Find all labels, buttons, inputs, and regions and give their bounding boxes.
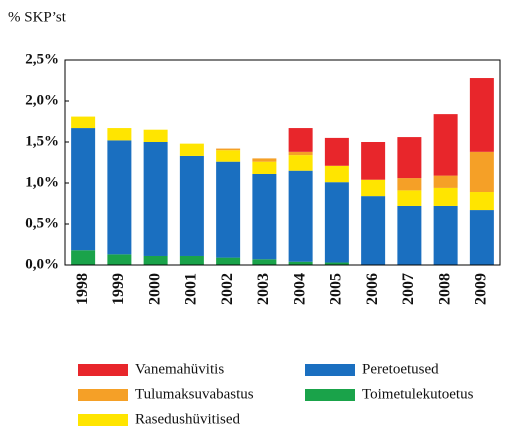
x-tick-label: 2007 <box>400 273 417 305</box>
x-tick-label: 2000 <box>146 273 163 305</box>
bar-segment <box>288 151 313 156</box>
bar-segment <box>71 116 96 129</box>
y-tick-label: 1,5% <box>25 133 59 149</box>
x-tick-label: 2003 <box>255 273 272 305</box>
bar-segment <box>179 155 204 256</box>
bar-segment <box>143 142 168 256</box>
bar-segment <box>107 128 132 141</box>
bar-segment <box>71 250 96 265</box>
legend-swatch <box>78 389 128 401</box>
y-tick-label: 1,0% <box>25 174 59 190</box>
bar-segment <box>179 143 204 156</box>
legend-label: Toimetulekutoetus <box>362 386 474 402</box>
bar-segment <box>216 161 241 258</box>
bar-segment <box>216 148 241 151</box>
bar-segment <box>324 262 349 265</box>
legend-label: Rasedushüvitised <box>135 411 240 427</box>
bar-segment <box>288 261 313 265</box>
x-tick-label: 2008 <box>436 273 453 305</box>
bar-segment <box>469 151 494 193</box>
x-tick-label: 2006 <box>364 273 381 305</box>
bar-segment <box>361 179 386 197</box>
y-tick-label: 2,5% <box>25 51 59 67</box>
bar-segment <box>433 205 458 265</box>
bar-segment <box>433 114 458 176</box>
plot-frame <box>64 59 501 266</box>
bar-segment <box>469 78 494 152</box>
bar-segment <box>361 142 386 180</box>
x-tick-label: 2009 <box>473 273 490 305</box>
bar-segment <box>397 205 422 265</box>
x-tick-label: 2002 <box>219 273 236 305</box>
bar-segment <box>397 137 422 179</box>
bar-segment <box>469 210 494 265</box>
bar-segment <box>71 128 96 251</box>
x-tick-label: 1999 <box>110 273 127 305</box>
bar-segment <box>143 255 168 265</box>
bar-segment <box>397 178 422 191</box>
bar-segment <box>288 128 313 152</box>
y-tick-label: 2,0% <box>25 92 59 108</box>
x-tick-label: 2004 <box>291 273 308 305</box>
y-tick-label: 0,0% <box>25 256 59 272</box>
x-tick-label: 1998 <box>74 273 91 305</box>
bar-segment <box>252 173 277 260</box>
bar-segment <box>433 175 458 188</box>
legend-label: Tulumaksuvabastus <box>135 386 254 402</box>
bar-segment <box>324 137 349 166</box>
bar-segment <box>397 190 422 206</box>
x-tick-label: 2005 <box>328 273 345 305</box>
y-tick-label: 0,5% <box>25 215 59 231</box>
bar-segment <box>216 257 241 265</box>
legend-swatch <box>78 364 128 376</box>
bar-segment <box>179 255 204 265</box>
bar-segment <box>252 161 277 174</box>
legend-swatch <box>78 414 128 426</box>
legend-swatch <box>305 364 355 376</box>
bar-segment <box>433 187 458 206</box>
bar-segment <box>252 158 277 162</box>
bar-segment <box>216 150 241 162</box>
bar-segment <box>107 254 132 265</box>
bar-segment <box>288 170 313 262</box>
legend-label: Peretoetused <box>362 361 439 377</box>
bar-segment <box>324 165 349 183</box>
y-axis-label: % SKP’st <box>8 9 67 25</box>
bar-segment <box>107 140 132 255</box>
legend-label: Vanemahüvitis <box>135 361 224 377</box>
bar-segment <box>252 259 277 265</box>
x-tick-label: 2001 <box>183 273 200 305</box>
bar-segment <box>288 155 313 171</box>
legend-swatch <box>305 389 355 401</box>
bar-segment <box>324 182 349 263</box>
bar-segment <box>143 129 168 142</box>
bar-segment <box>469 192 494 211</box>
bar-segment <box>361 196 386 265</box>
